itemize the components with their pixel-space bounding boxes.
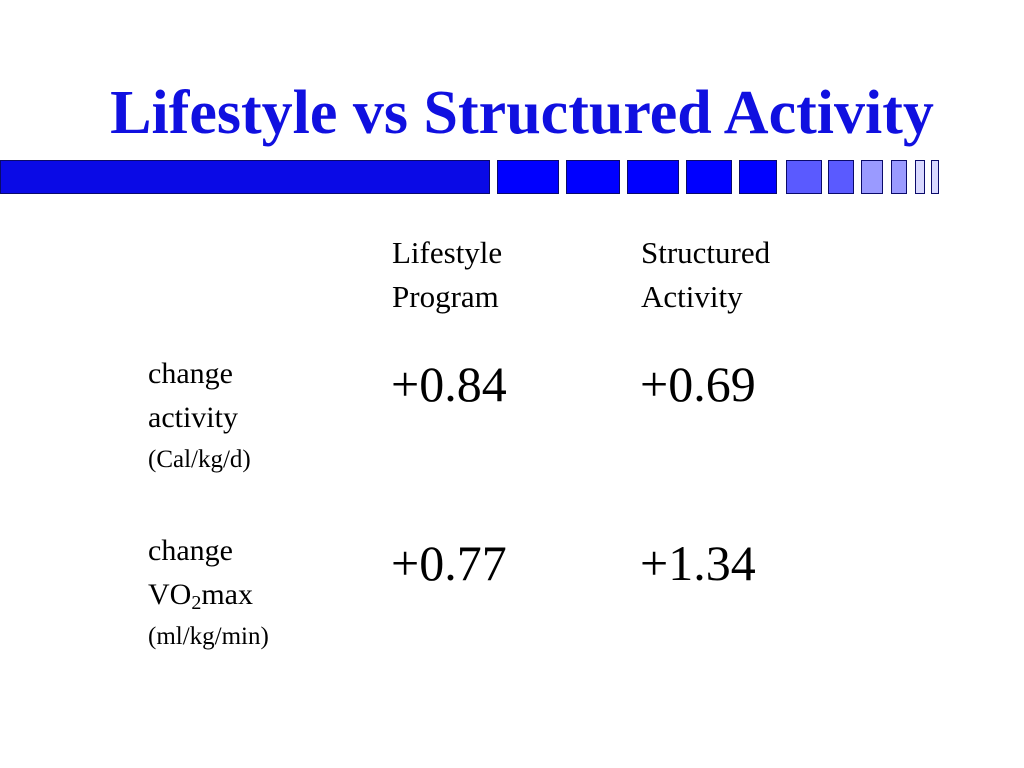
band-segment — [861, 160, 883, 194]
value-cell: +0.84 — [391, 356, 507, 412]
row-label-subscript: 2 — [191, 592, 202, 614]
column-header-line: Lifestyle — [392, 235, 503, 270]
band-segment — [828, 160, 854, 194]
band-segment — [686, 160, 732, 194]
band-segment — [739, 160, 777, 194]
row-label-line: change — [148, 534, 233, 567]
row-label-line: VO2max — [148, 573, 269, 617]
column-header-lifestyle: Lifestyle Program — [392, 231, 502, 319]
column-header-line: Structured — [641, 235, 771, 270]
row-label-text: VO — [148, 578, 192, 611]
value-cell: +0.69 — [640, 356, 756, 412]
row-label-line: activity — [148, 401, 238, 434]
band-segment — [891, 160, 907, 194]
column-header-line: Activity — [641, 279, 743, 314]
column-header-structured: Structured Activity — [641, 231, 770, 319]
band-segment — [786, 160, 822, 194]
slide-title: Lifestyle vs Structured Activity — [110, 79, 934, 147]
band-segment — [931, 160, 939, 194]
band-segment — [566, 160, 620, 194]
band-segment — [0, 160, 490, 194]
row-label-vo2max: change VO2max (ml/kg/min) — [148, 529, 269, 657]
value-cell: +0.77 — [391, 535, 507, 591]
row-label-activity: change activity (Cal/kg/d) — [148, 352, 251, 480]
row-label-text: max — [201, 578, 253, 611]
row-label-line: change — [148, 357, 233, 390]
row-unit: (Cal/kg/d) — [148, 446, 251, 473]
decorative-band — [0, 160, 1024, 194]
band-segment — [627, 160, 679, 194]
column-header-line: Program — [392, 279, 499, 314]
value-cell: +1.34 — [640, 535, 756, 591]
row-unit: (ml/kg/min) — [148, 623, 269, 650]
band-segment — [497, 160, 559, 194]
band-segment — [915, 160, 925, 194]
